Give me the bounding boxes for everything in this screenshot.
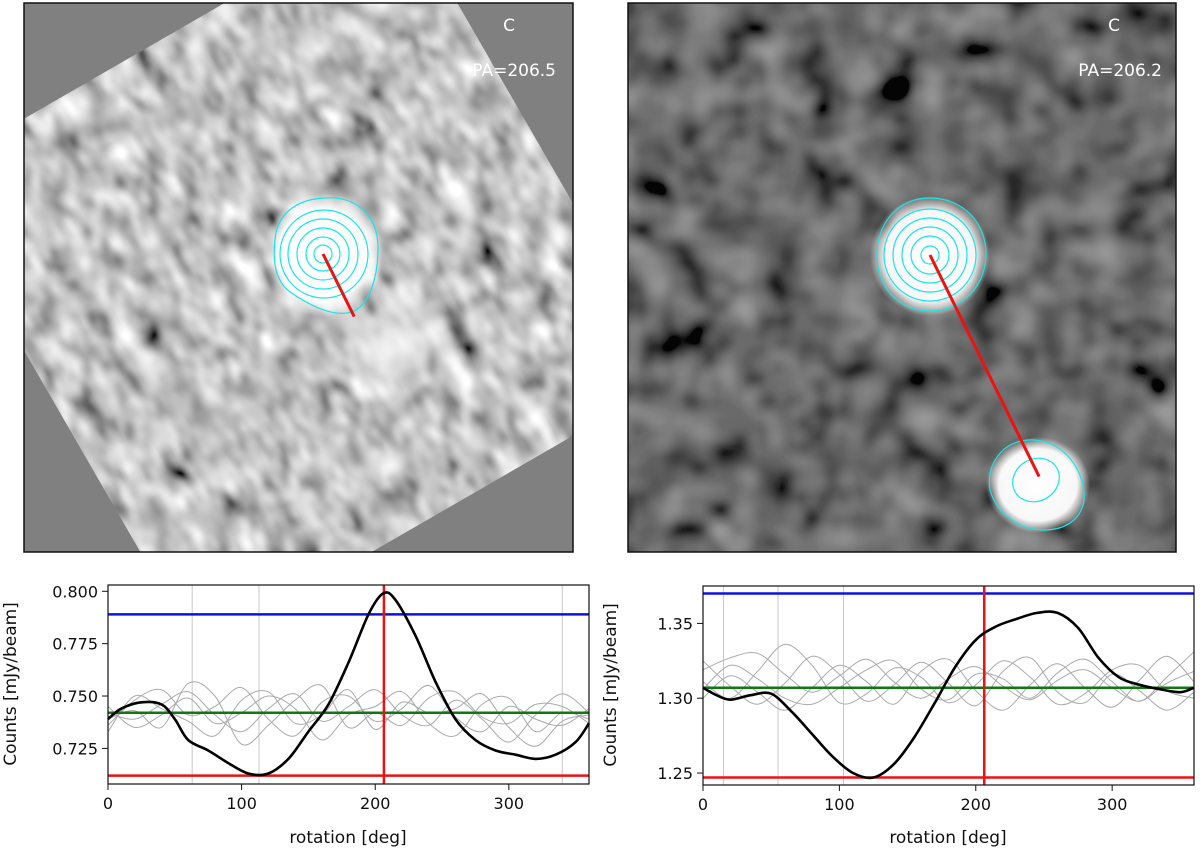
y-tick-label: 0.750	[52, 687, 98, 706]
y-tick-label: 0.725	[52, 739, 98, 758]
y-tick-label: 1.25	[657, 764, 693, 783]
series-line-null-5	[702, 651, 1195, 706]
series-line-profile	[702, 610, 1195, 780]
series-line-null-2	[107, 684, 590, 737]
y-tick-label: 1.35	[657, 614, 693, 633]
series-line-profile	[107, 591, 591, 777]
contour-set	[876, 197, 1085, 531]
pa-line	[321, 253, 356, 318]
series-line-null-3	[107, 690, 590, 741]
y-tick-label: 0.800	[52, 582, 98, 601]
plot-frame	[107, 584, 590, 785]
series-line-null-2	[702, 643, 1195, 706]
x-tick-label: 200	[360, 794, 391, 813]
plot-marks	[107, 585, 591, 784]
series-line-null-3	[702, 655, 1195, 711]
x-tick-label: 100	[226, 794, 257, 813]
image-panel-right: C PA=206.2	[627, 2, 1177, 553]
plot-marks	[702, 586, 1195, 785]
x-axis-label: rotation [deg]	[889, 828, 1006, 848]
x-tick-label: 100	[824, 795, 855, 814]
pa-label: PA=206.2	[1078, 61, 1162, 81]
pa-line	[928, 254, 1041, 478]
series-line-null-4	[702, 655, 1195, 711]
y-axis-label: Counts [mJy/beam]	[1, 602, 21, 766]
y-axis-label: Counts [mJy/beam]	[601, 603, 621, 767]
x-tick-label: 0	[698, 795, 708, 814]
panel-letter: C	[503, 16, 515, 36]
profile-plot-right: 0 100 200 300 1.25 1.30 1.35 rotation [deg] Co…	[601, 585, 1195, 848]
source-secondary	[986, 437, 1090, 533]
x-tick-label: 300	[1097, 795, 1128, 814]
image-frame	[23, 2, 574, 553]
x-tick-label: 300	[494, 794, 525, 813]
contour-set	[273, 197, 379, 314]
tick-group: 0 100 200 300 0.725 0.750 0.775 0.800	[52, 582, 524, 813]
pa-label: PA=206.5	[472, 61, 556, 81]
profile-plot-left: 0 100 200 300 0.725 0.750 0.775 0.800 rotation …	[1, 582, 591, 848]
image-panel-left: C PA=206.5	[23, 2, 574, 553]
tick-group: 0 100 200 300 1.25 1.30 1.35	[657, 614, 1127, 814]
series-line-null-1	[107, 689, 590, 743]
x-axis-label: rotation [deg]	[289, 828, 406, 848]
plot-frame	[702, 585, 1195, 786]
y-tick-label: 0.775	[52, 635, 98, 654]
y-tick-label: 1.30	[657, 689, 693, 708]
x-tick-label: 200	[961, 795, 992, 814]
series-line-null-5	[107, 689, 590, 747]
diffuse-emission	[320, 295, 460, 405]
panel-letter: C	[1108, 16, 1120, 36]
x-tick-label: 0	[103, 794, 113, 813]
series-line-null-4	[107, 681, 590, 746]
image-frame	[627, 2, 1177, 553]
